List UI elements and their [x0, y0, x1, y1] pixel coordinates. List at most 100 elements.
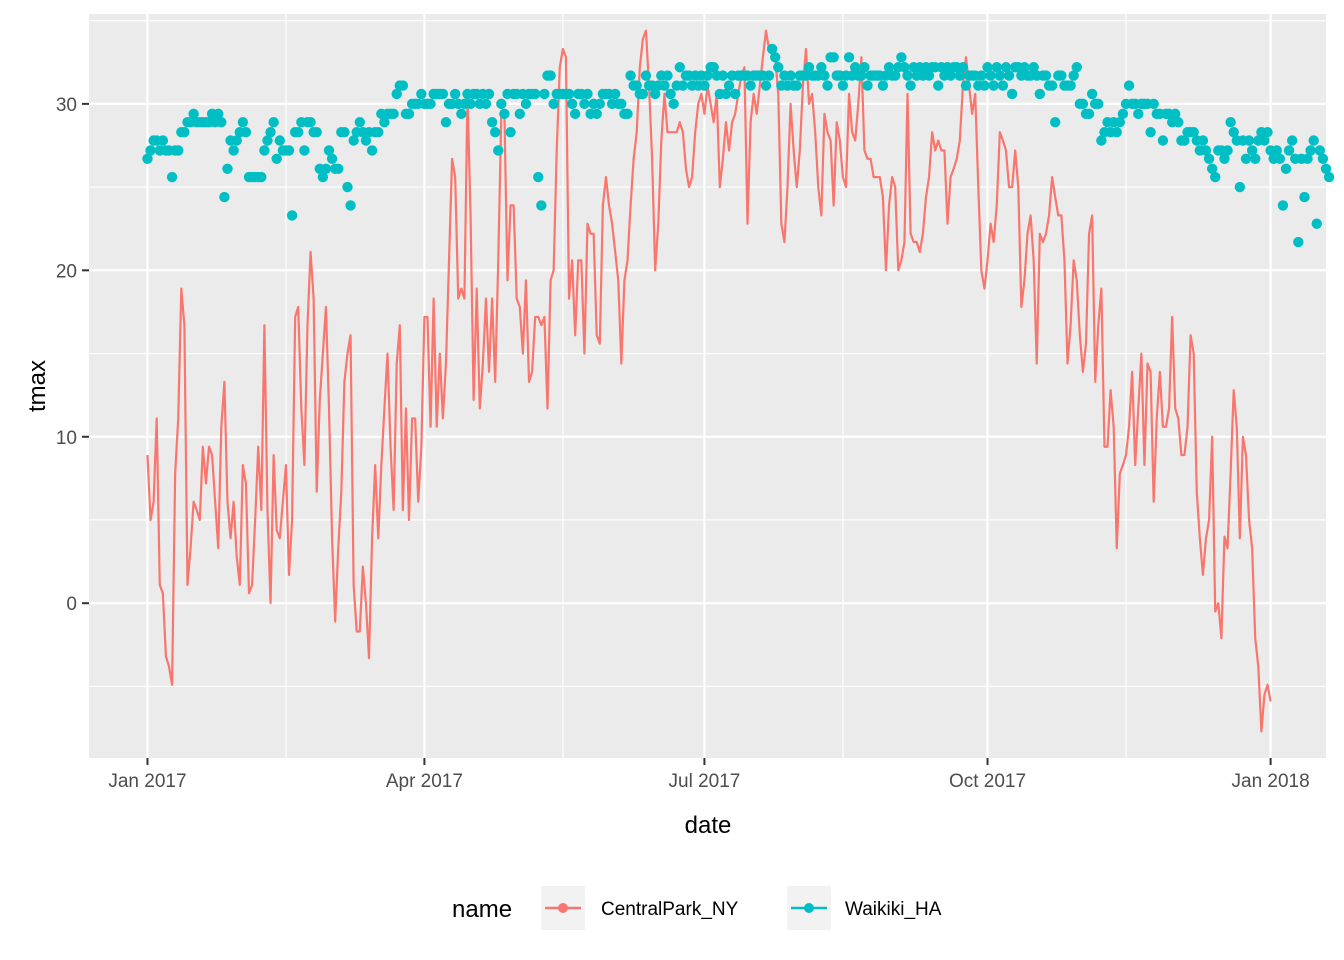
data-point-waikiki-ha-182: [702, 70, 713, 81]
data-point-waikiki-ha-41: [268, 116, 279, 128]
data-point-waikiki-ha-295: [1050, 116, 1061, 128]
data-point-waikiki-ha-327: [1148, 98, 1159, 110]
data-point-waikiki-ha-350: [1219, 153, 1230, 165]
data-point-waikiki-ha-275: [988, 80, 999, 91]
data-point-waikiki-ha-344: [1200, 145, 1212, 156]
data-point-waikiki-ha-49: [293, 126, 304, 138]
data-point-waikiki-ha-165: [649, 88, 661, 100]
data-point-waikiki-ha-368: [1274, 153, 1286, 165]
data-point-waikiki-ha-322: [1133, 108, 1144, 120]
data-point-waikiki-ha-58: [320, 163, 332, 174]
data-point-waikiki-ha-337: [1179, 135, 1190, 146]
data-point-waikiki-ha-132: [548, 98, 559, 110]
series-line-centralpark-ny: [146, 29, 1272, 733]
data-point-waikiki-ha-241: [883, 62, 895, 73]
data-point-waikiki-ha-381: [1314, 145, 1326, 156]
data-point-waikiki-ha-221: [822, 80, 833, 91]
data-point-waikiki-ha-288: [1028, 62, 1039, 73]
data-point-waikiki-ha-380: [1311, 218, 1322, 229]
data-point-waikiki-ha-157: [625, 70, 636, 81]
data-point-waikiki-ha-46: [283, 145, 295, 156]
data-point-waikiki-ha-277: [994, 70, 1006, 81]
data-point-waikiki-ha-62: [333, 163, 344, 174]
x-tick-label-2: Jul 2017: [669, 771, 741, 792]
data-point-waikiki-ha-80: [388, 108, 399, 120]
data-point-waikiki-ha-26: [222, 163, 233, 174]
data-point-waikiki-ha-273: [982, 62, 993, 73]
data-point-waikiki-ha-376: [1299, 191, 1310, 203]
y-axis-title: tmax: [24, 360, 51, 412]
data-point-waikiki-ha-266: [960, 80, 972, 91]
data-point-waikiki-ha-97: [440, 116, 452, 128]
data-point-waikiki-ha-40: [265, 126, 276, 138]
data-point-waikiki-ha-261: [945, 70, 956, 81]
data-point-waikiki-ha-170: [665, 88, 676, 100]
data-point-waikiki-ha-335: [1173, 116, 1184, 128]
data-point-waikiki-ha-276: [991, 62, 1002, 73]
data-point-waikiki-ha-112: [486, 116, 498, 128]
data-point-waikiki-ha-203: [766, 43, 778, 55]
data-point-waikiki-ha-138: [566, 98, 578, 110]
data-point-waikiki-ha-147: [594, 98, 605, 110]
legend-key-point-waikiki: [804, 903, 814, 913]
legend-item-waikiki: Waikiki_HA: [787, 886, 942, 930]
grid-major: [89, 14, 1326, 758]
data-point-waikiki-ha-382: [1317, 153, 1329, 165]
data-point-waikiki-ha-115: [496, 98, 507, 110]
data-point-waikiki-ha-57: [317, 171, 329, 183]
data-point-waikiki-ha-111: [483, 88, 495, 100]
data-point-waikiki-ha-234: [862, 80, 873, 91]
data-point-waikiki-ha-28: [228, 145, 239, 156]
data-point-waikiki-ha-367: [1271, 145, 1282, 156]
data-point-waikiki-ha-315: [1111, 126, 1122, 138]
data-point-waikiki-ha-37: [256, 171, 267, 183]
data-point-waikiki-ha-300: [1065, 80, 1076, 91]
data-point-waikiki-ha-343: [1197, 135, 1209, 146]
data-point-waikiki-ha-29: [231, 135, 242, 146]
data-point-waikiki-ha-127: [533, 171, 544, 183]
data-point-waikiki-ha-10: [173, 145, 184, 156]
data-point-waikiki-ha-285: [1019, 62, 1030, 73]
data-point-waikiki-ha-96: [437, 88, 449, 100]
data-point-waikiki-ha-77: [379, 116, 390, 128]
legend: name CentralPark_NY Waikiki_HA: [452, 886, 942, 930]
data-point-waikiki-ha-137: [563, 88, 575, 100]
data-point-waikiki-ha-42: [271, 153, 282, 165]
data-point-waikiki-ha-67: [348, 135, 359, 146]
data-point-waikiki-ha-143: [582, 88, 593, 100]
data-point-waikiki-ha-184: [708, 62, 719, 73]
data-point-waikiki-ha-358: [1243, 135, 1255, 146]
data-point-waikiki-ha-8: [166, 171, 178, 183]
data-point-waikiki-ha-230: [850, 62, 861, 73]
data-point-waikiki-ha-43: [274, 135, 285, 146]
data-point-waikiki-ha-272: [979, 80, 990, 91]
data-point-waikiki-ha-374: [1293, 236, 1304, 248]
data-point-waikiki-ha-142: [579, 98, 590, 110]
data-point-waikiki-ha-360: [1250, 153, 1261, 165]
series-points-waikiki-ha: [142, 43, 1335, 248]
data-point-waikiki-ha-215: [803, 62, 815, 73]
y-tick-label-3: 30: [56, 95, 77, 116]
data-point-waikiki-ha-243: [890, 70, 901, 81]
data-point-waikiki-ha-100: [449, 88, 461, 100]
data-point-waikiki-ha-66: [345, 200, 356, 211]
data-point-waikiki-ha-187: [717, 70, 729, 81]
data-point-waikiki-ha-15: [188, 108, 199, 120]
data-point-waikiki-ha-152: [609, 88, 621, 100]
data-point-waikiki-ha-31: [237, 116, 249, 128]
data-point-waikiki-ha-254: [923, 70, 935, 81]
data-point-waikiki-ha-174: [677, 80, 689, 91]
data-point-waikiki-ha-297: [1056, 70, 1067, 81]
data-point-waikiki-ha-248: [905, 80, 916, 91]
data-point-waikiki-ha-326: [1145, 126, 1156, 138]
data-point-waikiki-ha-369: [1277, 200, 1289, 211]
data-point-waikiki-ha-110: [480, 98, 492, 110]
data-point-waikiki-ha-128: [536, 200, 547, 211]
data-point-waikiki-ha-71: [360, 135, 372, 146]
data-point-waikiki-ha-162: [640, 70, 652, 81]
data-point-waikiki-ha-363: [1259, 135, 1270, 146]
data-point-waikiki-ha-102: [456, 108, 467, 120]
y-tick-label-2: 20: [56, 261, 77, 282]
data-point-waikiki-ha-334: [1170, 108, 1181, 120]
